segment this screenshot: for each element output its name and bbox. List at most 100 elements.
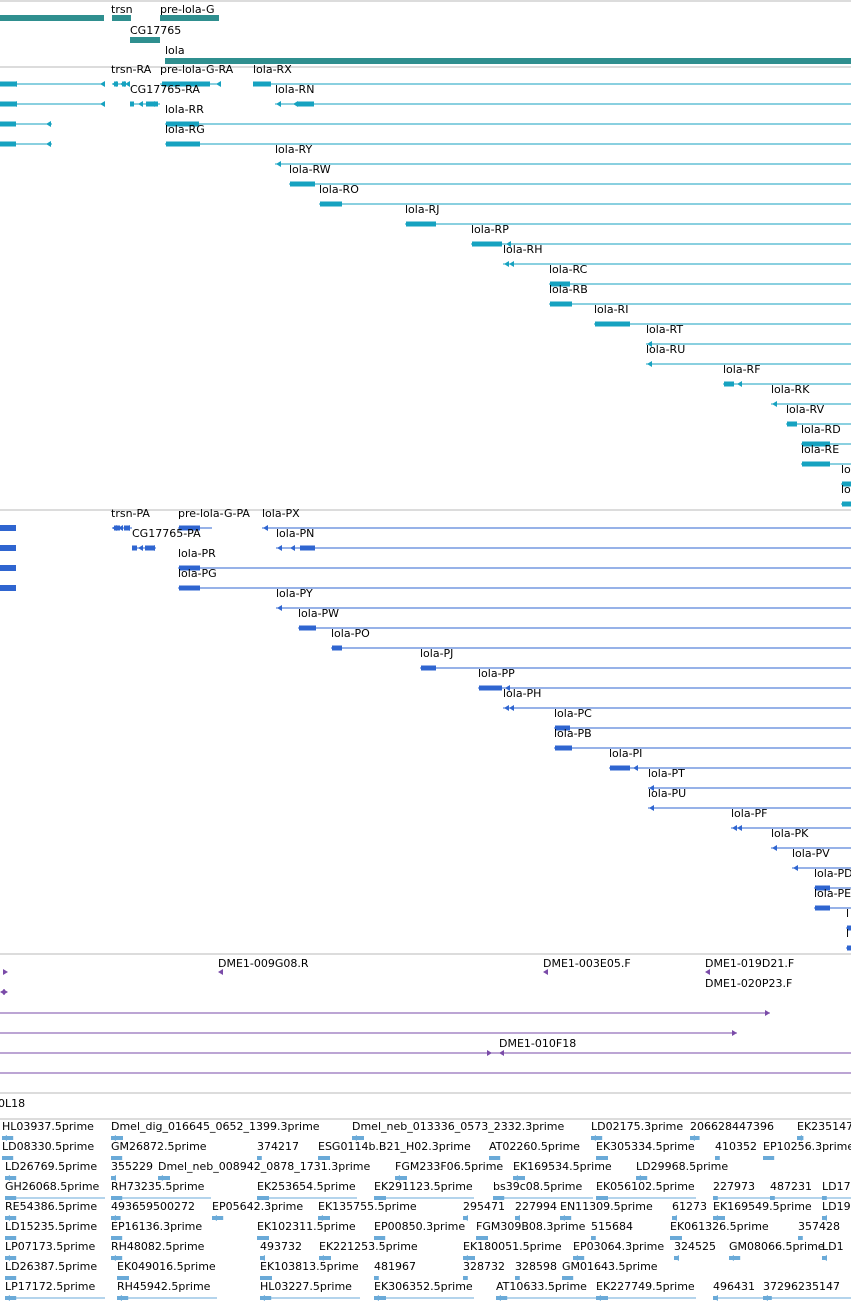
est-feature[interactable]: LD19	[822, 1200, 851, 1221]
clone-feature[interactable]	[0, 989, 8, 995]
transcript-feature[interactable]: CG17765-PA	[132, 527, 201, 551]
est-feature[interactable]: EK061326.5prime	[670, 1220, 769, 1240]
transcript-feature[interactable]: lola-PI	[609, 747, 851, 771]
est-feature[interactable]: 357428	[798, 1220, 840, 1240]
transcript-feature[interactable]: lola-	[841, 463, 851, 487]
transcript-feature[interactable]: lola-PY	[276, 587, 851, 611]
est-feature[interactable]: EK253654.5prime	[257, 1180, 357, 1200]
transcript-feature[interactable]: lola-RU	[646, 343, 851, 367]
est-feature[interactable]: EP16136.3prime	[111, 1220, 202, 1240]
transcript-feature[interactable]: pre-lola-G-PA	[178, 507, 250, 531]
transcript-feature[interactable]: lola-PH	[503, 687, 851, 711]
transcript-feature[interactable]: lola-RP	[471, 223, 851, 247]
est-feature[interactable]: 355229	[111, 1160, 153, 1181]
transcript-feature[interactable]: lola-PJ	[420, 647, 851, 671]
transcript-feature[interactable]: lola-PE	[814, 887, 851, 911]
est-feature[interactable]: 61273	[672, 1200, 707, 1221]
est-feature[interactable]: EK169549.5prime	[713, 1200, 812, 1221]
est-feature[interactable]: LP17172.5prime	[5, 1280, 105, 1301]
est-feature[interactable]: AT10633.5prime	[496, 1280, 596, 1301]
est-feature[interactable]: 206628447396	[690, 1120, 774, 1141]
gene-feature[interactable]: pre-lola-G	[160, 3, 219, 21]
transcript-feature[interactable]: lola-PU	[648, 787, 851, 811]
clone-feature[interactable]	[3, 969, 8, 975]
gene-feature[interactable]: CG17765	[130, 24, 181, 43]
est-feature[interactable]: 295471	[463, 1200, 505, 1221]
transcript-feature[interactable]: lola-RG	[165, 123, 851, 147]
est-feature[interactable]: 324525	[674, 1240, 716, 1261]
clone-feature[interactable]: DME1-020P23.F	[705, 977, 792, 990]
clone-feature[interactable]: DME1-009G08.R	[218, 957, 309, 975]
est-feature[interactable]: EK305334.5prime	[596, 1140, 695, 1160]
est-feature[interactable]: 493732	[260, 1240, 302, 1261]
transcript-feature[interactable]: lola-RD	[801, 423, 851, 447]
transcript-feature[interactable]: lola-	[841, 483, 851, 507]
transcript-feature[interactable]: lola-PB	[554, 727, 851, 751]
est-feature[interactable]: LP07173.5prime	[5, 1240, 96, 1261]
est-feature[interactable]: FGM233F06.5prime	[395, 1160, 503, 1181]
transcript-feature[interactable]	[0, 81, 105, 147]
est-feature[interactable]: EP03064.3prime	[573, 1240, 664, 1261]
transcript-feature[interactable]: lola-RJ	[405, 203, 851, 227]
clone-feature[interactable]: DME1-003E05.F	[543, 957, 631, 975]
est-feature[interactable]: Dmel_dig_016645_0652_1399.3prime	[111, 1120, 320, 1141]
est-feature[interactable]: 481967	[374, 1260, 416, 1280]
est-feature[interactable]: EK235147	[797, 1120, 851, 1141]
transcript-feature[interactable]: lola-PT	[648, 767, 851, 791]
gene-feature[interactable]: trsn	[111, 3, 133, 21]
transcript-feature[interactable]: pre-lola-G-RA	[160, 63, 234, 87]
est-feature[interactable]: 374217	[257, 1140, 299, 1160]
est-feature[interactable]: HL03227.5prime	[260, 1280, 360, 1301]
est-feature[interactable]: AT02260.5prime	[489, 1140, 580, 1160]
transcript-feature[interactable]: lola-RO	[319, 183, 851, 207]
est-feature[interactable]: bs39c08.5prime	[493, 1180, 593, 1200]
est-feature[interactable]: LD26769.5prime	[5, 1160, 97, 1181]
protein-feature[interactable]	[0, 525, 16, 591]
transcript-feature[interactable]: lola-RC	[549, 263, 851, 287]
est-feature[interactable]: LD26387.5prime	[5, 1260, 97, 1280]
est-feature[interactable]: LD1	[822, 1240, 844, 1261]
est-feature[interactable]: RH48082.5prime	[111, 1240, 205, 1261]
transcript-feature[interactable]: lola-RI	[594, 303, 851, 327]
est-feature[interactable]: EK056102.5prime	[596, 1180, 696, 1200]
est-feature[interactable]: EK169534.5prime	[513, 1160, 612, 1181]
est-feature[interactable]: 487231	[770, 1180, 851, 1200]
transcript-feature[interactable]: lola-RV	[786, 403, 851, 427]
transcript-feature[interactable]: lola-PW	[298, 607, 851, 631]
transcript-feature[interactable]: lola-PX	[262, 507, 851, 531]
est-feature[interactable]: EK049016.5prime	[117, 1260, 216, 1280]
est-feature[interactable]: EK180051.5prime	[463, 1240, 562, 1261]
gene-feature[interactable]: lola	[165, 44, 851, 64]
transcript-feature[interactable]: lola-PO	[331, 627, 851, 651]
transcript-feature[interactable]: lola-RE	[801, 443, 851, 467]
clone-feature[interactable]	[0, 1030, 737, 1036]
transcript-feature[interactable]: lola-RY	[275, 143, 851, 167]
transcript-feature[interactable]: trsn-PA	[111, 507, 150, 531]
transcript-feature[interactable]: lola-PV	[792, 847, 851, 871]
transcript-feature[interactable]: l	[846, 927, 851, 951]
est-feature[interactable]: EN11309.5prime	[560, 1200, 653, 1221]
est-feature[interactable]: GM26872.5prime	[111, 1140, 207, 1160]
est-feature[interactable]: EK102311.5prime	[257, 1220, 356, 1240]
est-feature[interactable]: Dmel_neb_013336_0573_2332.3prime	[352, 1120, 564, 1141]
est-feature[interactable]: LD1730	[822, 1180, 851, 1200]
est-feature[interactable]: HL03937.5prime	[2, 1120, 94, 1141]
est-feature[interactable]: EK306352.5prime	[374, 1280, 474, 1301]
transcript-feature[interactable]: trsn-RA	[111, 63, 152, 87]
est-feature[interactable]: RH73235.5prime	[111, 1180, 211, 1200]
clone-feature[interactable]: 0L18	[0, 1097, 25, 1110]
transcript-feature[interactable]: lola-RN	[275, 83, 851, 107]
est-feature[interactable]: GM01643.5prime	[562, 1260, 658, 1280]
est-feature[interactable]: RE54386.5prime	[5, 1200, 97, 1221]
est-feature[interactable]: EP10256.3prime	[763, 1140, 851, 1160]
est-feature[interactable]: EP05642.3prime	[212, 1200, 303, 1221]
est-feature[interactable]: EK135755.5prime	[318, 1200, 417, 1221]
est-feature[interactable]: LD29968.5prime	[636, 1160, 728, 1181]
transcript-feature[interactable]: lola-RT	[646, 323, 851, 347]
transcript-feature[interactable]: lola-RK	[771, 383, 851, 407]
transcript-feature[interactable]: lola-PN	[276, 527, 851, 551]
est-feature[interactable]: LD02175.3prime	[591, 1120, 683, 1141]
transcript-feature[interactable]: lola-RF	[723, 363, 851, 387]
est-feature[interactable]: EK227749.5prime	[596, 1280, 696, 1301]
